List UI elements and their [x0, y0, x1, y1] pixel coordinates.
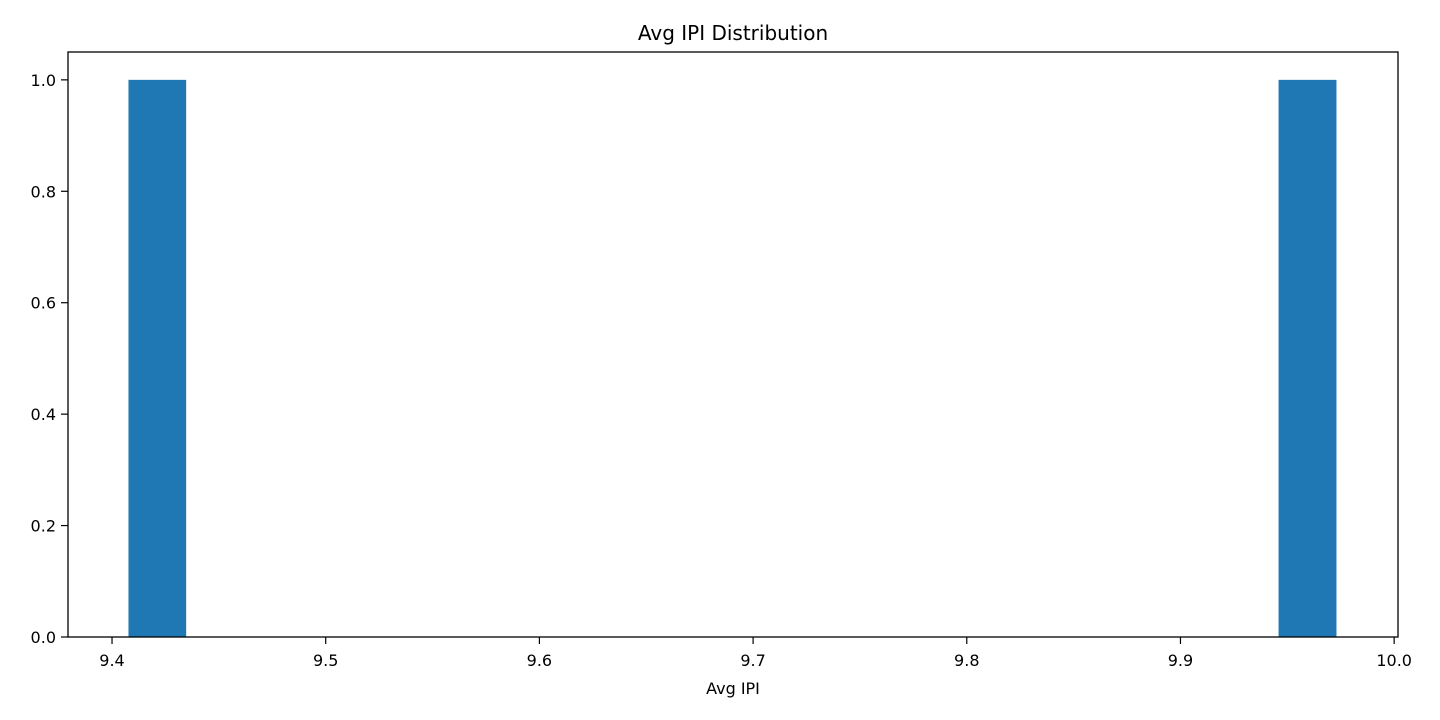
x-tick-label-4: 9.8	[954, 651, 979, 670]
x-axis-label: Avg IPI	[706, 679, 760, 698]
x-tick-label-3: 9.7	[740, 651, 765, 670]
y-tick-label-4: 0.8	[31, 182, 56, 201]
x-tick-label-6: 10.0	[1376, 651, 1412, 670]
y-tick-label-5: 1.0	[31, 71, 56, 90]
y-tick-label-2: 0.4	[31, 405, 56, 424]
y-tick-label-3: 0.6	[31, 294, 56, 313]
y-tick-label-0: 0.0	[31, 628, 56, 647]
chart-title: Avg IPI Distribution	[638, 21, 828, 45]
y-axis-ticks: 0.0 0.2 0.4 0.6 0.8 1.0	[31, 71, 68, 647]
x-tick-label-0: 9.4	[99, 651, 124, 670]
x-tick-label-2: 9.6	[527, 651, 552, 670]
x-tick-label-5: 9.9	[1168, 651, 1193, 670]
y-tick-label-1: 0.2	[31, 517, 56, 536]
histogram-bar-0	[128, 79, 187, 638]
bars-layer	[128, 79, 1337, 638]
x-axis-ticks: 9.4 9.5 9.6 9.7 9.8 9.9 10.0	[99, 637, 1412, 670]
plot-area	[68, 52, 1398, 637]
plot-frame	[67, 51, 1399, 638]
histogram-bar-1	[1278, 79, 1337, 638]
x-tick-label-1: 9.5	[313, 651, 338, 670]
